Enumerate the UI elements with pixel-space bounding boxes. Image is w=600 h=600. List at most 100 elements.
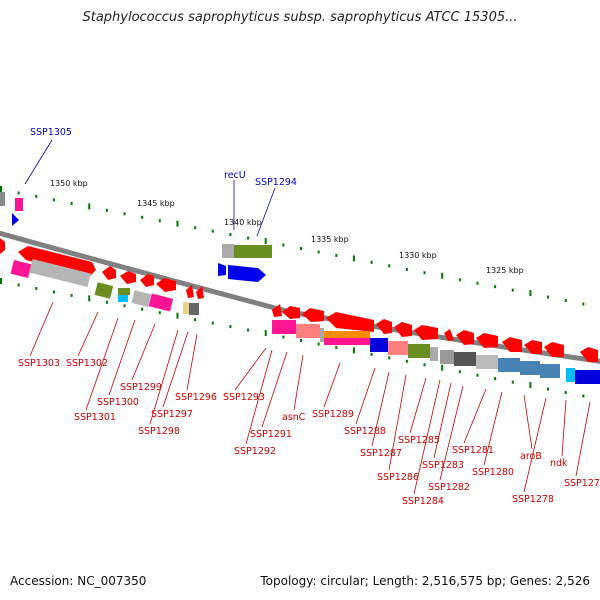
box-ssp1285-gray bbox=[430, 347, 438, 361]
gene-label-ssp1302: SSP1302 bbox=[66, 358, 108, 369]
leader-line bbox=[85, 317, 119, 411]
leader-line bbox=[162, 331, 189, 408]
kbp-label-1345: 1345 kbp bbox=[137, 199, 175, 208]
scale-ticks bbox=[0, 186, 585, 398]
inner-scale-tick bbox=[547, 387, 550, 391]
outer-scale-tick bbox=[317, 250, 320, 254]
inner-scale-tick bbox=[476, 373, 479, 377]
inner-scale-tick bbox=[388, 356, 391, 360]
gene-arrow-ssp1292 bbox=[282, 306, 300, 319]
gene-label-ssp1285: SSP1285 bbox=[398, 435, 440, 446]
box-ssp1301-green bbox=[94, 282, 114, 299]
gene-label-arob: aroB bbox=[520, 451, 542, 462]
gene-label-ssp1300: SSP1300 bbox=[97, 397, 139, 408]
gene-arrow-ssp1283 bbox=[476, 333, 498, 348]
inner-scale-tick bbox=[264, 330, 267, 337]
outer-scale-tick bbox=[52, 198, 55, 202]
leader-line bbox=[388, 374, 407, 471]
gene-label-ssp1289: SSP1289 bbox=[312, 409, 354, 420]
inner-scale-tick bbox=[35, 286, 38, 290]
outer-scale-tick bbox=[70, 201, 73, 205]
leader-ssp1294 bbox=[256, 187, 276, 237]
box-ssp1280-steel bbox=[520, 361, 540, 375]
gene-arrow-ssp1287 bbox=[394, 322, 412, 337]
leader-line bbox=[439, 385, 464, 481]
accession-text: Accession: NC_007350 bbox=[10, 574, 147, 588]
outer-scale-tick bbox=[194, 226, 197, 230]
inner-scale-tick bbox=[88, 295, 91, 302]
gene-label-ssp1284: SSP1284 bbox=[402, 496, 444, 507]
outer-scale-tick bbox=[547, 295, 550, 299]
inner-scale-tick bbox=[405, 359, 408, 363]
gene-arrow-ssp1285 bbox=[444, 329, 454, 341]
outer-scale-tick bbox=[370, 260, 373, 264]
gene-arrow-ssp1302-big bbox=[18, 246, 96, 276]
outer-scale-tick bbox=[564, 299, 567, 303]
gene-label-ssp1287: SSP1287 bbox=[360, 448, 402, 459]
label-ssp1305: SSP1305 bbox=[30, 127, 72, 138]
leader-ssp1305 bbox=[24, 139, 53, 185]
inner-scale-tick bbox=[494, 377, 497, 381]
outer-scale-tick bbox=[141, 215, 144, 219]
gene-arrow-ssp1298 bbox=[156, 278, 176, 292]
gene-box-recu bbox=[222, 245, 272, 258]
gene-arrow-ssp1296 bbox=[196, 286, 204, 299]
box-ssp1284-gray bbox=[440, 350, 454, 364]
outer-scale-tick bbox=[352, 255, 355, 262]
bottom-gene-labels: SSP1303 SSP1302 SSP1301 SSP1300 SSP1299 SSP12… bbox=[18, 301, 600, 507]
forward-genes bbox=[0, 192, 272, 282]
box-ssp1303-magenta bbox=[10, 260, 32, 278]
inner-scale-tick bbox=[282, 335, 285, 339]
kbp-label-1350: 1350 kbp bbox=[50, 179, 88, 188]
inner-scale-tick bbox=[441, 364, 444, 371]
gene-label-ndk: ndk bbox=[550, 458, 568, 469]
gene-arrow-ssp1291 bbox=[302, 308, 324, 322]
gene-label-ssp1283: SSP1283 bbox=[422, 460, 464, 471]
gene-arrow-ssp1284 bbox=[456, 330, 474, 345]
gene-label-ssp1286: SSP1286 bbox=[377, 472, 419, 483]
box-ssp1297-yellow bbox=[183, 302, 189, 314]
inner-scale-tick bbox=[317, 342, 320, 346]
outer-scale-tick bbox=[458, 278, 461, 282]
leader-line bbox=[186, 333, 198, 391]
box-ssp1289-magenta bbox=[324, 338, 370, 345]
inner-scale-tick bbox=[458, 370, 461, 374]
gene-arrow-ssp1299 bbox=[140, 274, 154, 287]
gene-arrow-ssp1289 bbox=[326, 312, 374, 332]
label-ssp1294: SSP1294 bbox=[255, 177, 297, 188]
gene-arrow-ssp1300 bbox=[120, 271, 136, 284]
gene-label-ssp1297: SSP1297 bbox=[151, 409, 193, 420]
outer-scale-tick bbox=[529, 290, 532, 297]
inner-scale-tick bbox=[194, 318, 197, 322]
inner-scale-tick bbox=[123, 304, 126, 308]
box-ssp1281-steel bbox=[498, 358, 520, 372]
inner-scale-tick bbox=[52, 290, 55, 294]
gene-label-ssp1278: SSP1278 bbox=[512, 494, 554, 505]
leader-line bbox=[483, 391, 503, 466]
inner-scale-tick bbox=[564, 391, 567, 395]
inner-scale-tick bbox=[300, 339, 302, 342]
leader-line bbox=[29, 301, 54, 357]
kbp-label-1335: 1335 kbp bbox=[311, 235, 349, 244]
outer-scale-tick bbox=[511, 288, 514, 292]
outer-scale-tick bbox=[582, 302, 585, 306]
inner-scale-tick bbox=[352, 347, 355, 354]
topology-summary: Topology: circular; Length: 2,516,575 bp… bbox=[260, 574, 590, 588]
outer-scale-tick bbox=[35, 194, 38, 198]
box-ssp1289-orange bbox=[324, 331, 370, 338]
box-ssp1300-cyan bbox=[118, 295, 128, 302]
inner-scale-tick bbox=[582, 394, 585, 398]
leader-line bbox=[561, 399, 567, 457]
box-ssp1296-gray bbox=[189, 303, 199, 315]
inner-scale-tick bbox=[17, 283, 20, 287]
box-ssp1293-magenta bbox=[272, 320, 296, 334]
gene-arrow-ssp1281 bbox=[502, 337, 522, 352]
gene-label-ssp1291: SSP1291 bbox=[250, 429, 292, 440]
gene-label-ssp1299: SSP1299 bbox=[120, 382, 162, 393]
gene-arrow-ssp1286 bbox=[414, 325, 438, 340]
gene-arrow-ssp1288 bbox=[376, 319, 392, 334]
inner-scale-tick bbox=[247, 328, 250, 332]
outer-scale-tick bbox=[176, 220, 179, 227]
leader-line bbox=[293, 354, 304, 411]
outer-scale-tick bbox=[300, 247, 302, 250]
